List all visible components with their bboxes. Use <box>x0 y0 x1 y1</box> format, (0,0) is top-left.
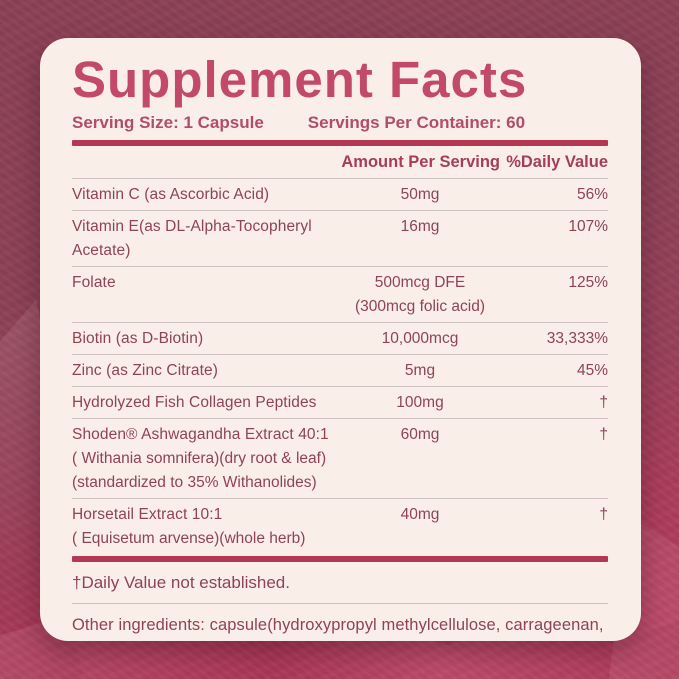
table-row-horsetail: Horsetail Extract 10:1 40mg † ( Equisetu… <box>72 499 608 554</box>
column-headers-row: Amount Per Serving %Daily Value <box>72 146 608 178</box>
table-row-collagen: Hydrolyzed Fish Collagen Peptides 100mg … <box>72 387 608 418</box>
row-divider <box>72 418 608 420</box>
row-divider <box>72 354 608 356</box>
daily-value-header: %Daily Value <box>506 153 608 172</box>
panel-title: Supplement Facts <box>72 51 528 108</box>
ingredient-daily-value: 33,333% <box>546 330 608 348</box>
ingredient-amount: 5mg <box>404 362 436 380</box>
table-row-folate: Folate 500mcg DFE 125% (300mcg folic aci… <box>72 267 608 322</box>
row-divider <box>72 178 608 180</box>
ingredient-amount: 10,000mcg <box>381 330 459 348</box>
row-divider <box>72 266 608 268</box>
table-row-ashwagandha: Shoden® Ashwagandha Extract 40:1 60mg † … <box>72 419 608 498</box>
header-thick-rule <box>72 140 608 147</box>
ingredient-botanical-subline: ( Withania somnifera)(dry root & leaf) <box>72 450 327 468</box>
ingredient-amount: 16mg <box>400 218 440 236</box>
ingredient-amount: 60mg <box>400 426 440 444</box>
ingredient-amount: 500mcg DFE <box>374 274 466 292</box>
ingredient-name: Folate <box>72 274 116 292</box>
ingredient-amount: 40mg <box>400 506 440 524</box>
row-divider <box>72 322 608 324</box>
serving-info-row: Serving Size: 1 Capsule Servings Per Con… <box>72 113 608 133</box>
ingredient-standardization-subline: (standardized to 35% Withanolides) <box>72 474 317 492</box>
ingredient-name: Vitamin C (as Ascorbic Acid) <box>72 186 270 204</box>
row-divider <box>72 210 608 212</box>
ingredient-name: Hydrolyzed Fish Collagen Peptides <box>72 394 317 412</box>
table-row-vitamin-c: Vitamin C (as Ascorbic Acid) 50mg 56% <box>72 179 608 210</box>
serving-size-label: Serving Size: 1 Capsule <box>72 113 264 133</box>
ingredient-daily-value: 125% <box>568 274 608 292</box>
footnote-divider <box>72 603 608 605</box>
other-ingredients-text: Other ingredients: capsule(hydroxypropyl… <box>72 616 604 641</box>
ingredient-amount: 100mg <box>396 394 444 412</box>
amount-per-serving-header: Amount Per Serving <box>341 153 500 172</box>
ingredient-daily-value: 107% <box>568 218 608 236</box>
servings-per-container-label: Servings Per Container: 60 <box>307 113 526 133</box>
table-row-biotin: Biotin (as D-Biotin) 10,000mcg 33,333% <box>72 323 608 354</box>
table-row-zinc: Zinc (as Zinc Citrate) 5mg 45% <box>72 355 608 386</box>
row-divider <box>72 498 608 500</box>
supplement-facts-panel: Supplement Facts Serving Size: 1 Capsule… <box>40 38 641 641</box>
ingredient-name: Biotin (as D-Biotin) <box>72 330 204 348</box>
footer-thick-rule <box>72 556 608 563</box>
ingredient-name: Vitamin E(as DL-Alpha-Tocopheryl Acetate… <box>72 218 312 260</box>
ingredient-name: Zinc (as Zinc Citrate) <box>72 362 219 380</box>
ingredient-amount: 50mg <box>400 186 440 204</box>
row-divider <box>72 386 608 388</box>
ingredient-daily-value: † <box>599 394 608 412</box>
ingredient-daily-value: 56% <box>576 186 608 204</box>
ingredient-name: Shoden® Ashwagandha Extract 40:1 <box>72 426 329 444</box>
ingredient-name: Horsetail Extract 10:1 <box>72 506 223 524</box>
ingredient-amount-subline: (300mcg folic acid) <box>354 298 486 316</box>
daily-value-footnote: †Daily Value not established. <box>72 573 290 593</box>
ingredient-daily-value: † <box>599 506 608 524</box>
ingredient-botanical-subline: ( Equisetum arvense)(whole herb) <box>72 530 306 548</box>
table-row-vitamin-e: Vitamin E(as DL-Alpha-Tocopheryl Acetate… <box>72 211 608 266</box>
ingredient-daily-value: 45% <box>576 362 608 380</box>
ingredient-daily-value: † <box>599 426 608 444</box>
